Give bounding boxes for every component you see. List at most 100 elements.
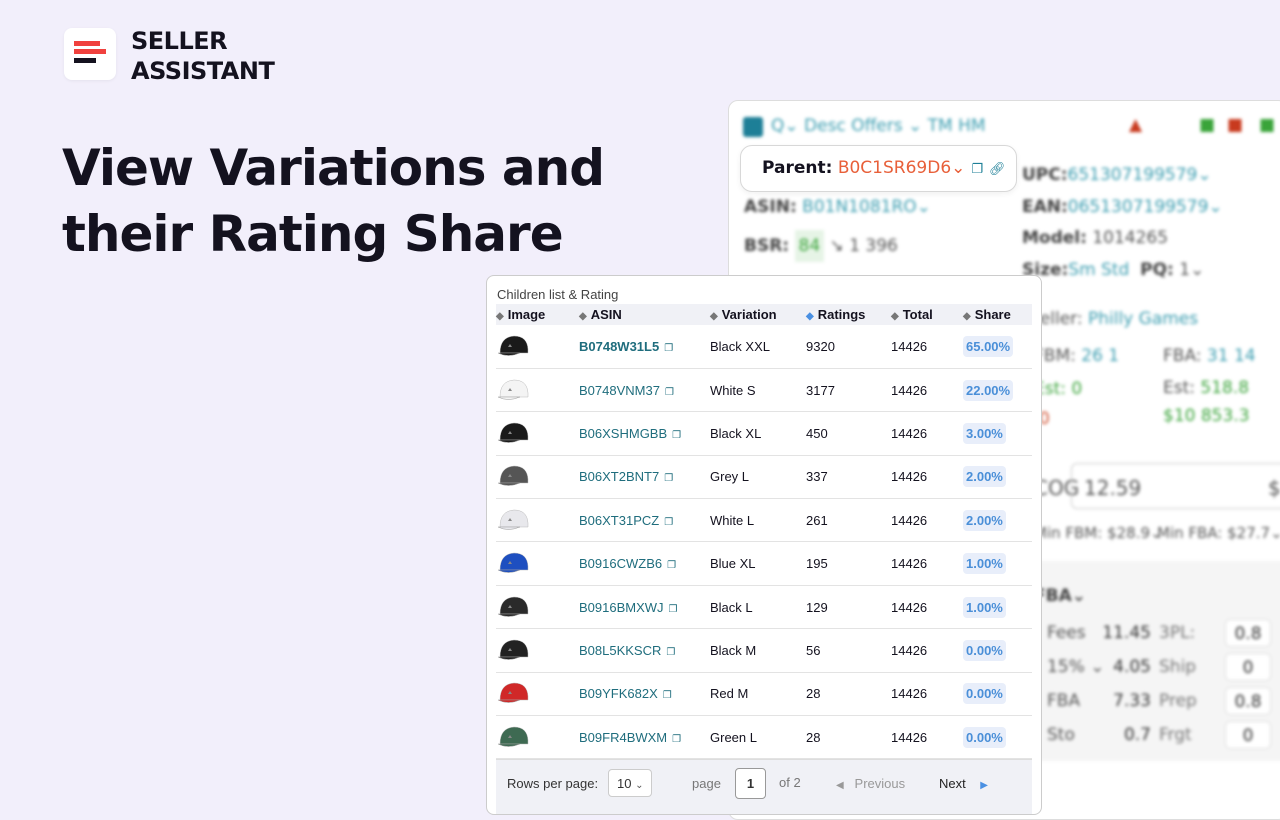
parent-asin[interactable]: B0C1SR69D6⌄	[837, 158, 966, 178]
fee-extra-label: 3PL:	[1159, 623, 1196, 643]
table-row: B06XSHMGBB ❐ Black XL 450 14426 3.00%	[496, 411, 1032, 456]
table-row: B09FR4BWXM ❐ Green L 28 14426 0.00%	[496, 715, 1032, 760]
copy-icon[interactable]: ❐	[662, 690, 672, 702]
column-label: Image	[507, 307, 546, 322]
total: 14426	[891, 628, 963, 673]
asin-link[interactable]: B06XSHMGBB	[579, 426, 667, 441]
model-label: Model:	[1022, 228, 1087, 248]
link-icon[interactable]: 🔗︎	[989, 162, 1006, 177]
asin-text: B06XSHMGBB	[579, 425, 668, 441]
copy-icon[interactable]: ❐	[666, 646, 676, 658]
next-label: Next	[939, 776, 966, 791]
ratings: 337	[806, 455, 891, 500]
asin-text: B0748W31L5	[579, 338, 660, 354]
cap-image	[497, 683, 529, 704]
fee-row: 15% ⌄ 4.05 Ship 0	[729, 653, 1280, 683]
cap-image	[497, 639, 529, 660]
fee-extra-label: Frgt	[1159, 725, 1192, 745]
share-badge: 2.00%	[963, 509, 1006, 531]
fee-row: FBA 7.33 Prep 0.8	[729, 687, 1280, 717]
pq-label: PQ:	[1140, 260, 1174, 280]
size-value: Sm Std	[1068, 260, 1130, 280]
fee-extra-label: Ship	[1159, 657, 1197, 677]
children-list-card: Children list & Rating ◆ Image ◆ ASIN ◆ Varia…	[486, 275, 1042, 815]
table-row: B0748VNM37 ❐ White S 3177 14426 22.00%	[496, 368, 1032, 413]
total: 14426	[891, 455, 963, 500]
copy-icon[interactable]: ❐	[667, 560, 677, 572]
copy-icon[interactable]: ❐	[664, 342, 674, 354]
previous-label: Previous	[854, 776, 906, 791]
fee-extra-input[interactable]: 0.8	[1225, 619, 1271, 647]
fee-value: 11.45	[1102, 623, 1151, 643]
next-button[interactable]: Next ▶	[939, 776, 988, 791]
asin-link[interactable]: B06XT31PCZ	[579, 513, 659, 528]
asin-link[interactable]: B0916BMXWJ	[579, 600, 664, 615]
asin-text: B08L5KKSCR	[579, 642, 662, 658]
column-label: Share	[974, 307, 1011, 322]
column-header-ratings[interactable]: ◆ Ratings	[806, 304, 891, 325]
share-badge: 22.00%	[963, 379, 1014, 401]
rows-per-page-select[interactable]: 10 ⌄	[608, 769, 652, 797]
share-badge: 3.00%	[963, 422, 1006, 444]
copy-icon[interactable]: ❐	[672, 429, 682, 441]
copy-icon[interactable]: ❐	[664, 516, 674, 528]
variation: Black L	[710, 585, 806, 630]
asin-link[interactable]: B0916CWZB6	[579, 556, 662, 571]
pagination: Rows per page: 10 ⌄ page 1 of 2 ◀ Previo…	[496, 759, 1032, 814]
sort-icon: ◆	[891, 311, 899, 322]
ratings: 450	[806, 411, 891, 456]
fee-extra-input[interactable]: 0	[1225, 653, 1271, 681]
asin-link[interactable]: B09YFK682X	[579, 686, 658, 701]
column-header-image[interactable]: ◆ Image	[496, 304, 579, 325]
copy-icon[interactable]: ❐	[668, 603, 678, 615]
asin-link[interactable]: B0748W31L5	[579, 339, 659, 354]
cog-input[interactable]: 12.59 $	[1071, 463, 1280, 509]
ratings: 28	[806, 715, 891, 760]
page-input[interactable]: 1	[735, 768, 766, 799]
fee-row: Fees 11.45 3PL: 0.8	[729, 619, 1280, 649]
column-header-share[interactable]: ◆ Share	[963, 304, 1032, 325]
previous-button[interactable]: ◀ Previous	[836, 776, 905, 791]
fee-extra-input[interactable]: 0.8	[1225, 687, 1271, 715]
copy-icon[interactable]: ❐	[971, 162, 984, 177]
min-fba: Min FBA: $27.7⌄	[1157, 524, 1280, 542]
fee-extra-input[interactable]: 0	[1225, 721, 1271, 749]
fee-extra-label: Prep	[1159, 691, 1197, 711]
column-header-total[interactable]: ◆ Total	[891, 304, 963, 325]
table-row: B06XT31PCZ ❐ White L 261 14426 2.00%	[496, 498, 1032, 543]
card-title: Children list & Rating	[497, 287, 619, 302]
copy-icon[interactable]: ❐	[664, 473, 674, 485]
asin-link[interactable]: B06XT2BNT7	[579, 469, 659, 484]
asin-link[interactable]: B09FR4BWXM	[579, 730, 667, 745]
table-row: B06XT2BNT7 ❐ Grey L 337 14426 2.00%	[496, 455, 1032, 500]
total: 14426	[891, 585, 963, 630]
total: 14426	[891, 715, 963, 760]
fba-count: 14	[1233, 346, 1256, 366]
column-header-asin[interactable]: ◆ ASIN	[579, 304, 710, 325]
cap-image	[497, 596, 529, 617]
model-value: 1014265	[1092, 228, 1169, 248]
asin-link[interactable]: B0748VNM37	[579, 383, 660, 398]
total: 14426	[891, 411, 963, 456]
share-badge: 2.00%	[963, 466, 1006, 488]
total: 14426	[891, 498, 963, 543]
column-header-variation[interactable]: ◆ Variation	[710, 304, 806, 325]
seller-assistant-logo	[64, 28, 116, 80]
asin-text: B06XT31PCZ	[579, 512, 660, 528]
seller-value: Philly Games	[1087, 309, 1199, 329]
ratings: 195	[806, 541, 891, 586]
variation: Black M	[710, 628, 806, 673]
ratings: 9320	[806, 325, 891, 369]
fbm-count: 1	[1108, 346, 1120, 366]
cap-image	[497, 379, 529, 400]
table-row: B0916BMXWJ ❐ Black L 129 14426 1.00%	[496, 585, 1032, 630]
brand-line2: ASSISTANT	[131, 57, 275, 85]
lock-icon: ■	[1227, 115, 1244, 135]
table-row: B09YFK682X ❐ Red M 28 14426 0.00%	[496, 672, 1032, 717]
sort-icon: ◆	[806, 311, 814, 322]
share-badge: 1.00%	[963, 596, 1006, 618]
copy-icon[interactable]: ❐	[664, 386, 674, 398]
copy-icon[interactable]: ❐	[672, 733, 682, 745]
asin-link[interactable]: B08L5KKSCR	[579, 643, 661, 658]
share-badge: 0.00%	[963, 726, 1006, 748]
